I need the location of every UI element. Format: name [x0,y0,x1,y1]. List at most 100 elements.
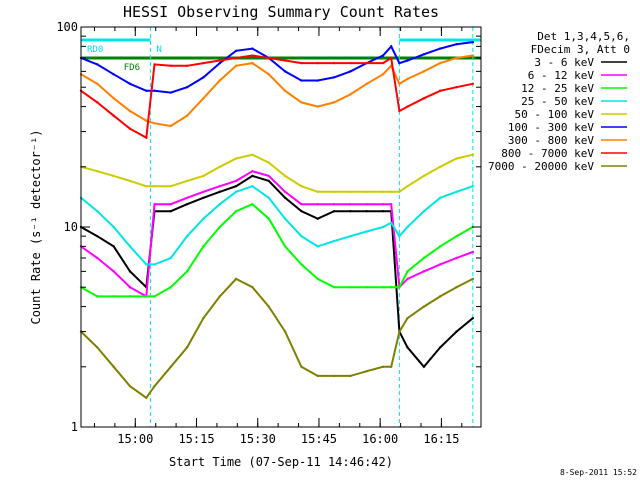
data-point [422,97,426,100]
data-point [202,217,205,220]
data-point [234,277,238,281]
data-point [316,79,319,82]
data-point [406,316,409,320]
data-point [185,270,189,273]
data-point [332,286,336,289]
series-line [80,153,474,193]
data-point [96,346,99,349]
data-point [96,82,99,85]
data-point [422,209,426,213]
data-point [332,101,336,104]
data-point [202,76,205,79]
data-point [153,203,156,206]
data-point [422,270,426,273]
data-point [398,286,401,289]
data-point [185,179,189,183]
data-point [185,86,189,89]
data-point [112,295,115,298]
data-point [300,365,303,368]
data-point [283,190,287,193]
data-point [234,184,238,188]
data-point [283,196,287,199]
data-point [390,221,393,224]
legend-entry-label: 7000 - 20000 keV [488,160,594,173]
data-point [185,203,189,206]
data-point [422,365,426,368]
data-point [455,157,458,160]
data-point [251,61,254,65]
data-point [398,82,401,85]
data-point [300,203,303,206]
data-point [234,56,238,60]
data-point [406,277,409,281]
data-point [202,316,205,320]
data-point [300,209,303,213]
data-point [128,109,132,113]
legend-entry-label: 100 - 300 keV [508,121,594,134]
data-point [283,174,287,178]
data-point [267,73,270,76]
data-point [316,105,319,108]
data-point [202,245,205,248]
data-point [455,56,458,60]
data-point [169,209,172,213]
data-point [365,286,368,289]
y-tick-label: 10 [64,220,78,234]
legend: Det 1,3,4,5,6,FDecim 3, Att 03 - 6 keV6 … [488,30,630,173]
data-point [406,77,409,81]
data-point [112,73,115,76]
data-point [145,119,148,122]
data-point [349,190,352,193]
data-point [153,184,156,188]
data-point [381,203,385,206]
data-point [406,105,409,108]
data-point [422,256,426,260]
data-point [267,174,270,178]
data-point [406,346,409,349]
x-axis-label: Start Time (07-Sep-11 14:46:42) [169,455,393,469]
legend-entry-label: 50 - 100 keV [515,108,595,121]
data-point [218,165,221,168]
data-point [316,277,319,281]
data-point [112,114,115,117]
data-point [128,270,132,273]
data-point [234,49,238,53]
data-point [251,174,254,178]
data-point [471,40,475,44]
data-point [153,263,156,266]
data-point [349,93,352,96]
data-point [332,61,336,65]
data-point [169,256,172,260]
data-point [218,184,221,188]
data-point [455,43,458,46]
x-tick-label: 15:00 [117,432,153,446]
data-point [96,295,99,298]
data-point [390,365,393,368]
data-point [300,79,303,82]
data-point [438,165,442,168]
data-point [128,286,132,289]
data-point [349,374,352,378]
data-point [128,384,132,388]
data-point [455,234,458,238]
chart-title: HESSI Observing Summary Count Rates [123,3,439,21]
data-point [422,70,426,73]
y-tick-label: 1 [71,420,78,434]
data-point [185,234,189,238]
legend-entry-label: 800 - 7000 keV [501,147,594,160]
data-point [185,64,189,67]
data-point [283,89,287,92]
data-point [112,174,115,178]
data-point [381,190,385,193]
data-point [251,184,254,188]
data-point [202,61,205,65]
flag-label: RD0 [87,45,103,55]
data-point [218,61,221,65]
legend-entry-label: 25 - 50 keV [521,95,594,108]
data-point [438,61,442,65]
data-point [422,174,426,178]
data-point [349,286,352,289]
data-point [145,396,148,399]
data-point [316,203,319,206]
data-point [169,365,172,368]
